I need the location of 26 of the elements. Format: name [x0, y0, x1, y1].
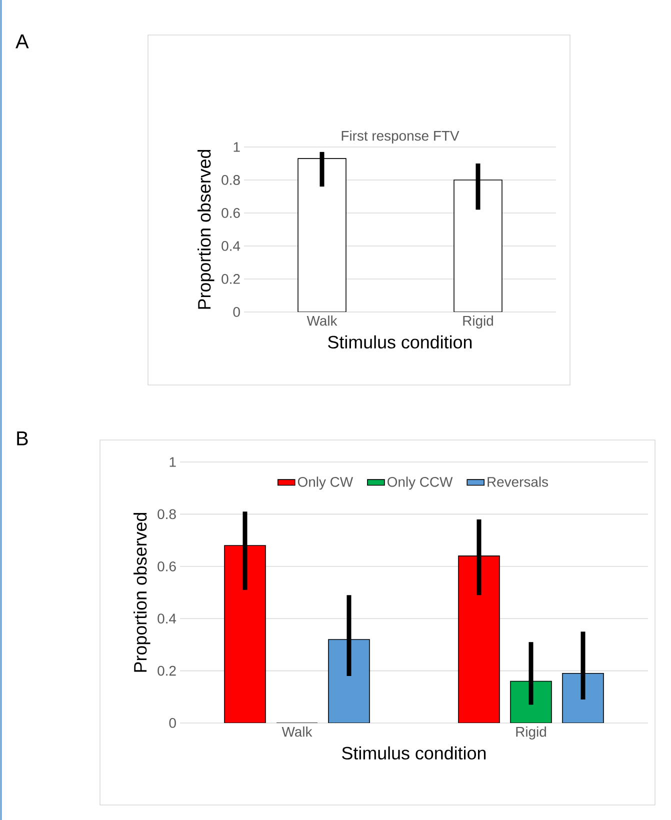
y-tick-label: 0.2: [222, 274, 240, 284]
y-tick-label: 0.6: [158, 561, 176, 572]
legend-label: Only CW: [298, 476, 354, 490]
x-tick-label: Walk: [282, 726, 312, 737]
x-axis-title: Stimulus condition: [342, 746, 486, 760]
x-tick-label: Rigid: [516, 726, 546, 740]
text: B: [17, 432, 28, 446]
y-tick-label: 1: [170, 457, 176, 467]
y-tick-label: 1: [234, 142, 240, 152]
text: A: [16, 34, 29, 48]
legend-label: Only CCW: [388, 476, 453, 490]
y-tick-label: 0.8: [158, 509, 176, 520]
y-tick-label: 0.2: [158, 666, 176, 676]
x-tick-label: Rigid: [463, 316, 493, 329]
y-tick-label: 0.4: [158, 614, 176, 624]
y-tick-label: 0.6: [222, 208, 240, 218]
y-tick-label: 0: [233, 307, 240, 317]
y-tick-label: 0: [169, 718, 176, 728]
y-tick-label: 0.8: [222, 175, 240, 185]
x-axis-title: Stimulus condition: [328, 335, 472, 349]
chart-title: First response FTV: [342, 130, 460, 144]
legend-label: Reversals: [488, 476, 548, 487]
x-tick-label: Walk: [306, 316, 338, 326]
y-tick-label: 0.4: [222, 241, 240, 251]
y-axis-title: Proportion observed: [198, 150, 214, 309]
y-axis-title: Proportion observed: [134, 512, 150, 672]
